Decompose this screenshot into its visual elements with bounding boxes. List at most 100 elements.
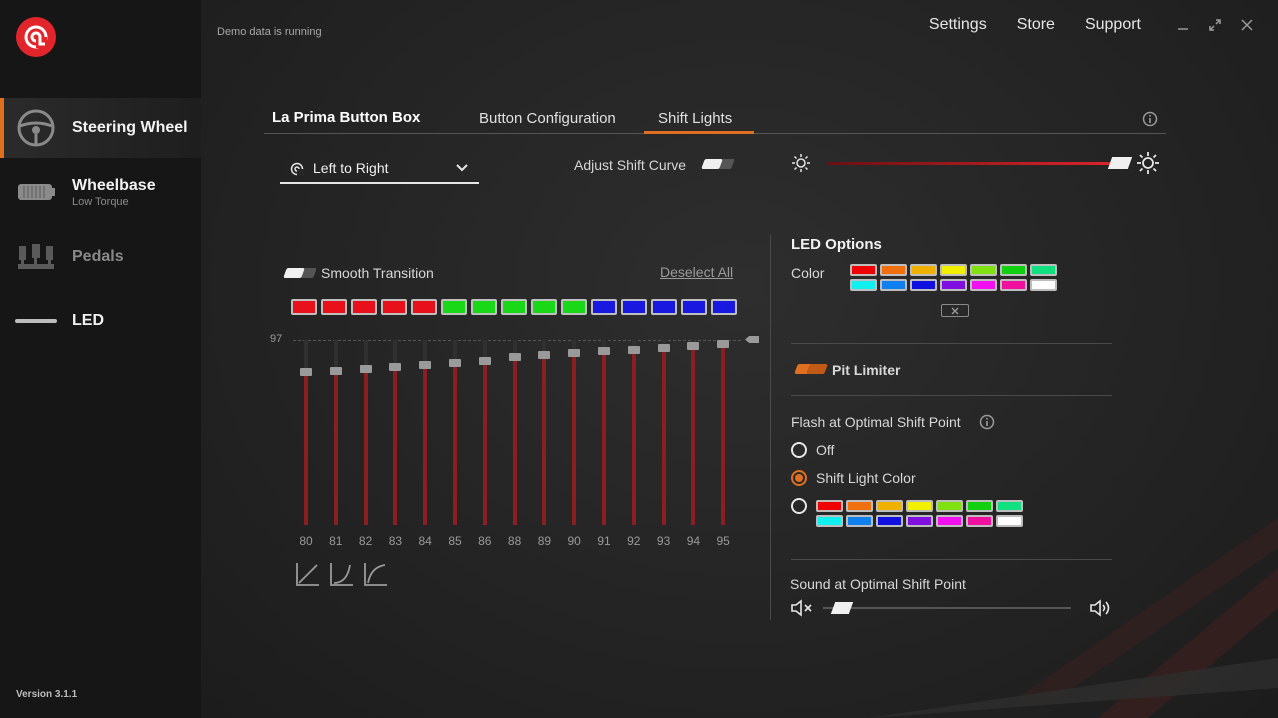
color-swatch[interactable] — [876, 500, 903, 512]
rpm-slider[interactable] — [627, 340, 640, 525]
rpm-slider[interactable] — [598, 340, 610, 525]
color-swatch[interactable] — [936, 515, 963, 527]
tab-button-configuration[interactable]: Button Configuration — [479, 110, 616, 127]
rpm-slider[interactable] — [359, 340, 372, 525]
rpm-slider[interactable] — [449, 340, 461, 525]
rpm-slider[interactable] — [508, 340, 521, 525]
color-swatch[interactable] — [906, 500, 933, 512]
deselect-all-link[interactable]: Deselect All — [660, 264, 734, 280]
rpm-slider-knob[interactable] — [389, 362, 402, 371]
exponential-curve-icon[interactable] — [329, 561, 355, 587]
rpm-slider-knob[interactable] — [508, 353, 521, 362]
flash-shift-light-color-radio[interactable] — [791, 470, 807, 486]
direction-dropdown[interactable]: Left to Right — [280, 152, 479, 184]
color-swatch[interactable] — [966, 515, 993, 527]
color-swatch[interactable] — [816, 515, 843, 527]
rpm-slider[interactable] — [538, 340, 551, 525]
color-swatch[interactable] — [850, 279, 877, 291]
led-segment[interactable] — [381, 299, 407, 315]
rpm-slider[interactable] — [300, 340, 312, 525]
color-swatch[interactable] — [910, 264, 937, 276]
rpm-slider[interactable] — [657, 340, 670, 525]
color-swatch[interactable] — [876, 515, 903, 527]
rpm-max-handle[interactable] — [745, 336, 759, 343]
rpm-slider-knob[interactable] — [657, 343, 670, 352]
volume-track[interactable] — [823, 607, 1071, 609]
logarithmic-curve-icon[interactable] — [363, 561, 389, 587]
smooth-transition-toggle[interactable] — [283, 268, 317, 278]
color-swatch[interactable] — [846, 515, 873, 527]
color-swatch[interactable] — [1030, 264, 1057, 276]
store-link[interactable]: Store — [1016, 16, 1055, 33]
rpm-slider-knob[interactable] — [538, 351, 551, 360]
color-swatch[interactable] — [940, 264, 967, 276]
color-swatch[interactable] — [1030, 279, 1057, 291]
led-segment[interactable] — [441, 299, 467, 315]
color-swatch[interactable] — [940, 279, 967, 291]
color-swatch[interactable] — [880, 264, 907, 276]
rpm-slider[interactable] — [717, 339, 730, 525]
rpm-slider[interactable] — [329, 340, 342, 525]
rpm-slider-knob[interactable] — [359, 364, 372, 373]
led-segment[interactable] — [681, 299, 707, 315]
color-swatch[interactable] — [996, 515, 1023, 527]
color-swatch[interactable] — [1000, 264, 1027, 276]
maximize-icon[interactable] — [1206, 16, 1224, 34]
flash-custom-color-radio[interactable] — [791, 498, 807, 514]
rpm-slider[interactable] — [687, 340, 700, 525]
led-segment[interactable] — [501, 299, 527, 315]
rpm-slider-knob[interactable] — [419, 360, 432, 369]
adjust-shift-curve-toggle[interactable] — [701, 159, 735, 169]
led-segment[interactable] — [651, 299, 677, 315]
clear-color-button[interactable] — [941, 304, 969, 317]
led-segment[interactable] — [591, 299, 617, 315]
rpm-slider[interactable] — [419, 340, 432, 525]
rpm-slider-knob[interactable] — [568, 349, 581, 358]
brightness-track[interactable] — [827, 162, 1127, 165]
support-link[interactable]: Support — [1084, 16, 1141, 33]
led-segment[interactable] — [561, 299, 587, 315]
color-swatch[interactable] — [880, 279, 907, 291]
color-swatch[interactable] — [910, 279, 937, 291]
rpm-slider-knob[interactable] — [598, 347, 610, 356]
color-swatch[interactable] — [816, 500, 843, 512]
rpm-slider-knob[interactable] — [717, 339, 730, 348]
led-segment[interactable] — [711, 299, 737, 315]
close-icon[interactable] — [1238, 16, 1256, 34]
settings-link[interactable]: Settings — [928, 16, 987, 33]
info-icon[interactable] — [1142, 111, 1158, 127]
color-swatch[interactable] — [996, 500, 1023, 512]
tab-shift-lights[interactable]: Shift Lights — [658, 110, 733, 127]
color-swatch[interactable] — [850, 264, 877, 276]
rpm-slider-knob[interactable] — [300, 368, 312, 377]
rpm-slider-knob[interactable] — [627, 345, 640, 354]
sidebar-item-pedals[interactable]: Pedals — [0, 227, 201, 287]
color-swatch[interactable] — [936, 500, 963, 512]
minimize-icon[interactable] — [1174, 16, 1192, 34]
color-swatch[interactable] — [846, 500, 873, 512]
color-swatch[interactable] — [970, 264, 997, 276]
rpm-slider-knob[interactable] — [478, 356, 491, 365]
color-swatch[interactable] — [966, 500, 993, 512]
info-icon[interactable] — [979, 414, 995, 430]
flash-off-radio[interactable] — [791, 442, 807, 458]
rpm-slider[interactable] — [389, 340, 402, 525]
brightness-slider-thumb[interactable] — [1107, 157, 1133, 169]
linear-curve-icon[interactable] — [295, 561, 321, 587]
pit-limiter-toggle[interactable] — [794, 364, 828, 374]
led-segment[interactable] — [321, 299, 347, 315]
color-swatch[interactable] — [1000, 279, 1027, 291]
led-segment[interactable] — [351, 299, 377, 315]
led-segment[interactable] — [531, 299, 557, 315]
sidebar-item-led[interactable]: LED — [0, 291, 201, 351]
led-segment[interactable] — [471, 299, 497, 315]
led-segment[interactable] — [411, 299, 437, 315]
led-segment[interactable] — [291, 299, 317, 315]
rpm-slider-knob[interactable] — [449, 358, 461, 367]
color-swatch[interactable] — [906, 515, 933, 527]
sidebar-item-wheelbase[interactable]: Wheelbase Low Torque — [0, 162, 201, 222]
rpm-slider-knob[interactable] — [329, 366, 342, 375]
rpm-slider[interactable] — [568, 340, 581, 525]
sidebar-item-steering-wheel[interactable]: Steering Wheel — [0, 98, 201, 158]
color-swatch[interactable] — [970, 279, 997, 291]
